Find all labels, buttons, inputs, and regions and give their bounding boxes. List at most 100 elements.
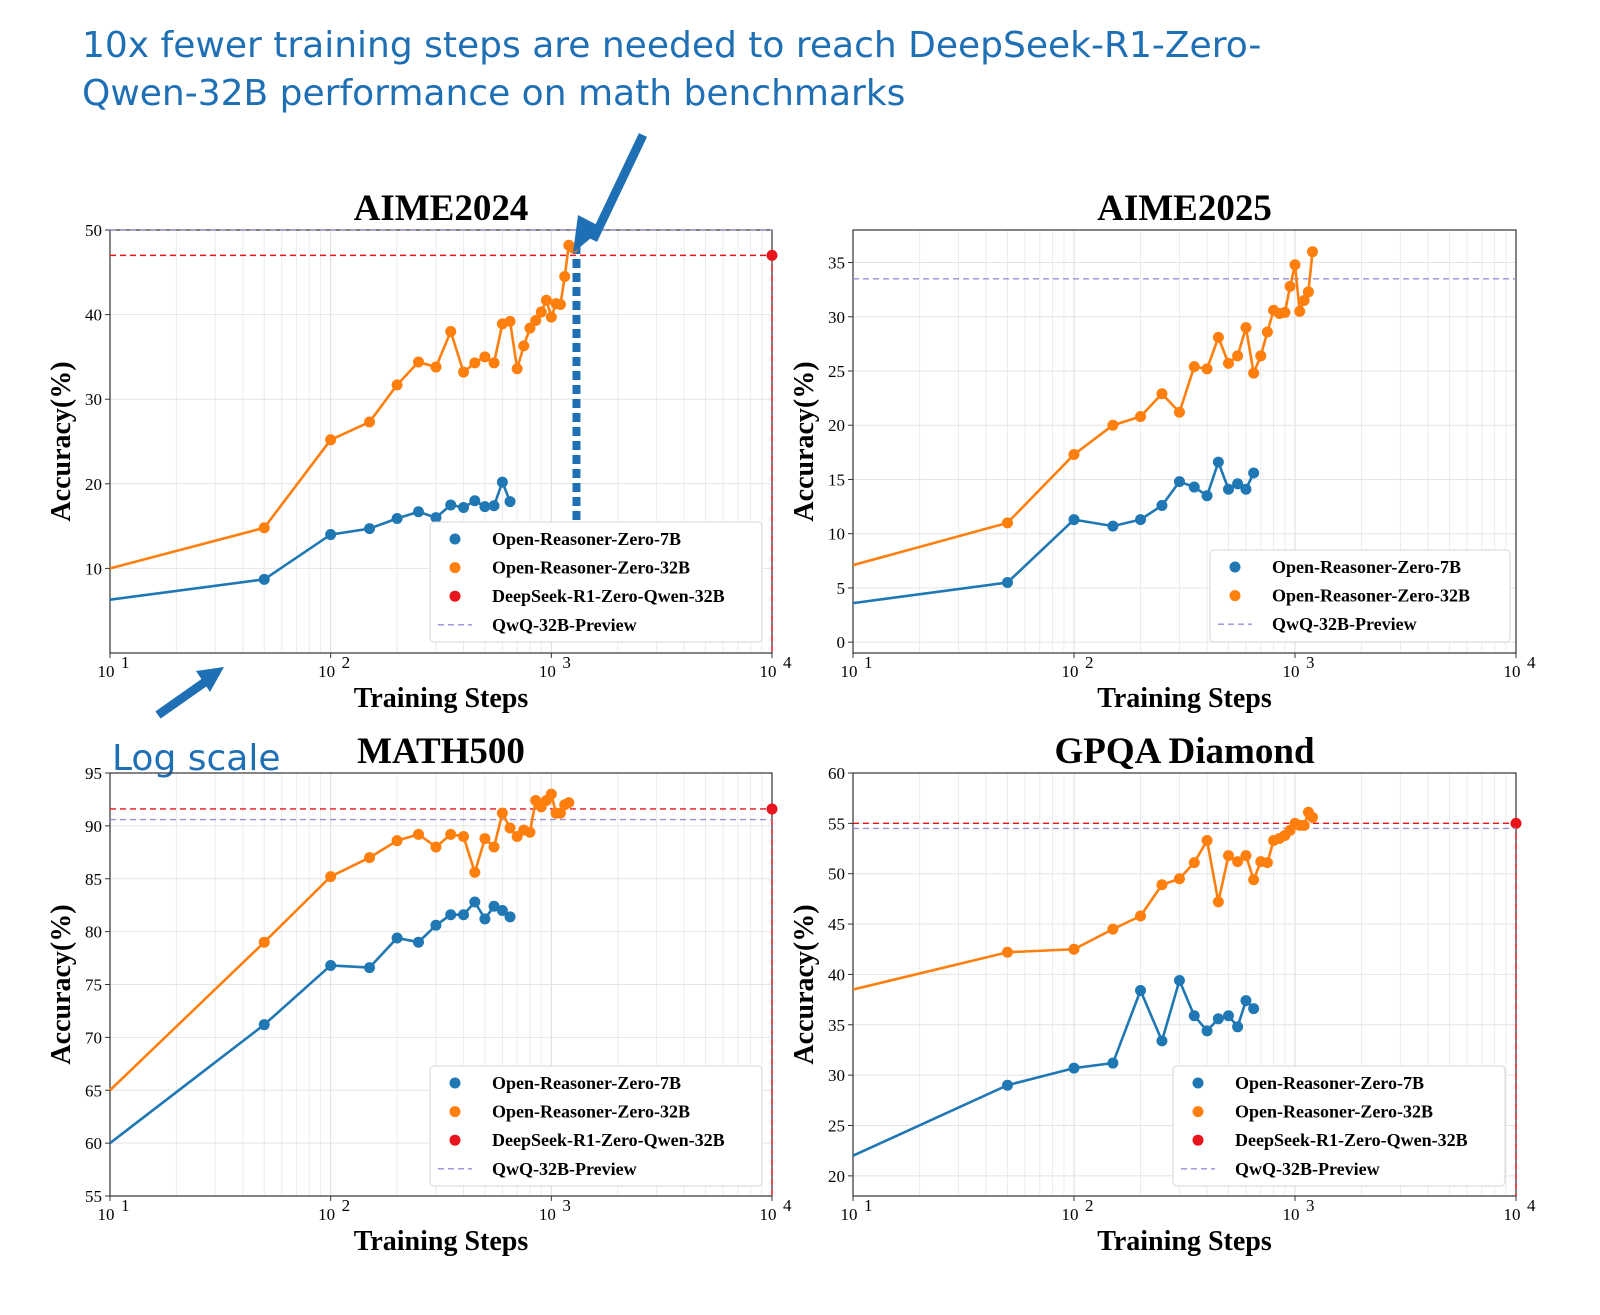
data-point	[325, 434, 337, 446]
deepseek-point	[1510, 817, 1522, 829]
legend-swatch-dot	[449, 1134, 461, 1146]
legend-frame	[429, 521, 763, 643]
x-tick-label: 10	[318, 1205, 335, 1224]
data-point	[364, 962, 376, 974]
legend-swatch-dot	[449, 1077, 461, 1089]
data-point	[1261, 857, 1273, 869]
data-point	[445, 828, 457, 840]
data-point	[1255, 350, 1267, 362]
x-tick-exponent: 1	[121, 653, 130, 672]
y-tick-label: 50	[85, 221, 102, 240]
legend-label: QwQ-32B-Preview	[1272, 614, 1417, 634]
x-tick-exponent: 3	[1306, 653, 1315, 672]
data-point	[1107, 1057, 1119, 1069]
data-point	[1135, 910, 1147, 922]
data-point	[364, 523, 376, 535]
data-point	[458, 830, 470, 842]
data-point	[1068, 1062, 1080, 1074]
legend-swatch-dot	[1229, 561, 1241, 573]
data-point	[1156, 388, 1168, 400]
data-point	[469, 866, 481, 878]
data-point	[258, 1019, 270, 1031]
x-tick-exponent: 1	[864, 653, 873, 672]
data-point	[1068, 449, 1080, 461]
legend-swatch-dot	[449, 1106, 461, 1118]
legend-swatch-dot	[1192, 1106, 1204, 1118]
data-point	[524, 322, 536, 334]
data-point	[258, 573, 270, 585]
chart-0: 10 20 30 40 50 10 1 10 2 10 3 10 4 AIME2024 Training S…	[46, 188, 792, 714]
data-point	[488, 900, 500, 912]
x-tick-exponent: 1	[864, 1196, 873, 1215]
data-point	[1156, 499, 1168, 511]
legend-label: Open-Reasoner-Zero-32B	[492, 1102, 690, 1122]
legend-label: QwQ-32B-Preview	[1235, 1159, 1380, 1179]
x-tick-label: 10	[1283, 662, 1300, 681]
data-point	[391, 835, 403, 847]
x-tick-exponent: 3	[562, 653, 571, 672]
legend-swatch-dot	[449, 590, 461, 602]
data-point	[1173, 406, 1185, 418]
legend-frame	[1172, 1065, 1506, 1187]
data-point	[1201, 363, 1213, 375]
legend-swatch-dot	[1229, 590, 1241, 602]
data-point	[1212, 1013, 1224, 1025]
data-point	[1188, 481, 1200, 493]
data-point	[1248, 367, 1260, 379]
x-tick-exponent: 4	[1527, 1196, 1536, 1215]
data-point	[412, 356, 424, 368]
y-tick-label: 90	[85, 817, 102, 836]
series-line	[109, 243, 574, 570]
data-point	[1298, 295, 1310, 306]
data-point	[504, 315, 516, 327]
data-point	[258, 936, 270, 948]
data-point	[1001, 517, 1013, 529]
legend: Open-Reasoner-Zero-7B Open-Reasoner-Zero-…	[1172, 1065, 1506, 1187]
x-tick-label: 10	[1504, 662, 1521, 681]
y-axis-label: Accuracy(%)	[789, 361, 820, 521]
y-tick-label: 60	[85, 1134, 102, 1153]
y-tick-label: 55	[85, 1187, 102, 1206]
chart-title: AIME2024	[354, 188, 529, 229]
x-tick-exponent: 1	[121, 1196, 130, 1215]
data-point	[496, 807, 508, 819]
x-tick-label: 10	[318, 662, 335, 681]
data-point	[504, 911, 516, 923]
data-point	[430, 841, 442, 853]
y-tick-label: 30	[828, 308, 845, 327]
data-point	[496, 904, 508, 916]
y-tick-label: 5	[837, 579, 846, 598]
x-tick-label: 10	[1062, 662, 1079, 681]
data-point	[325, 529, 337, 541]
data-point	[1298, 819, 1310, 831]
data-point	[469, 896, 481, 908]
y-tick-label: 20	[828, 1167, 845, 1186]
legend-label: Open-Reasoner-Zero-32B	[1272, 586, 1470, 606]
y-tick-label: 35	[828, 254, 845, 273]
x-tick-label: 10	[539, 662, 556, 681]
series-line	[109, 791, 570, 1092]
y-tick-label: 45	[828, 915, 845, 934]
data-point	[554, 807, 566, 819]
data-point	[1156, 1035, 1168, 1047]
log-scale-arrow-head	[196, 667, 224, 692]
data-point	[1068, 514, 1080, 526]
data-point	[1222, 357, 1234, 369]
data-point	[1248, 1003, 1260, 1015]
chart-title: GPQA Diamond	[1054, 731, 1314, 772]
headline-arrow	[588, 133, 648, 242]
data-point	[540, 294, 552, 306]
plot-frame	[852, 229, 1517, 654]
legend-label: QwQ-32B-Preview	[492, 1159, 637, 1179]
data-point	[1306, 811, 1318, 823]
data-point	[479, 833, 491, 845]
y-tick-label: 80	[85, 923, 102, 942]
data-point	[364, 852, 376, 864]
data-point	[430, 919, 442, 931]
x-tick-label: 10	[841, 662, 858, 681]
legend-label: Open-Reasoner-Zero-7B	[492, 1073, 681, 1093]
data-point	[479, 351, 491, 363]
x-tick-label: 10	[98, 662, 115, 681]
deepseek-point	[766, 803, 778, 815]
log-scale-annotation: Log scale	[112, 738, 281, 779]
